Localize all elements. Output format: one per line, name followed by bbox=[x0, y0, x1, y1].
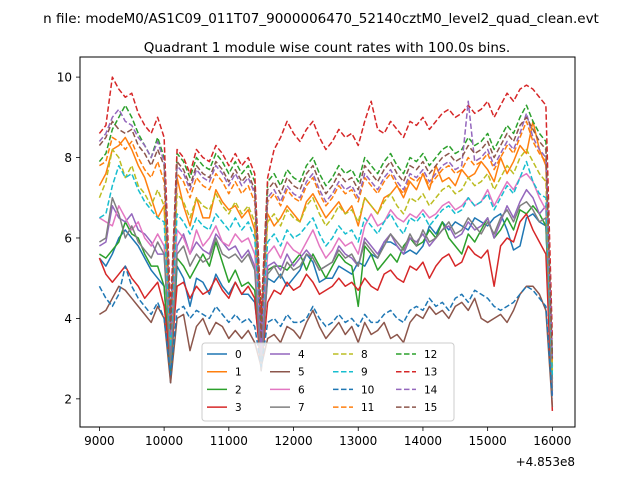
legend-label-5: 5 bbox=[298, 367, 305, 379]
x-tick-label: 14000 bbox=[404, 434, 442, 448]
axis-ticks: 9000 10000 11000 12000 13000 14000 15000 16000 2… bbox=[57, 71, 572, 448]
legend-box bbox=[201, 342, 455, 422]
series-line-5 bbox=[99, 285, 554, 407]
legend-label-7: 7 bbox=[298, 402, 305, 414]
legend-label-1: 1 bbox=[235, 367, 242, 379]
x-tick-label: 13000 bbox=[339, 434, 377, 448]
legend-label-3: 3 bbox=[235, 402, 242, 414]
chart-title: Quadrant 1 module wise count rates with … bbox=[144, 40, 510, 56]
legend-label-14: 14 bbox=[424, 384, 438, 396]
x-tick-label: 9000 bbox=[84, 434, 115, 448]
series-line-9 bbox=[99, 160, 554, 375]
figure-suptitle: n file: modeM0/AS1C09_011T07_9000006470_… bbox=[43, 11, 599, 27]
series-line-7 bbox=[99, 197, 554, 391]
legend-label-15: 15 bbox=[424, 402, 437, 414]
axes-frame bbox=[79, 56, 576, 428]
y-tick-label: 2 bbox=[64, 392, 72, 406]
x-offset-label: +4.853e8 bbox=[516, 455, 575, 469]
legend-label-6: 6 bbox=[298, 384, 305, 396]
x-tick-label: 10000 bbox=[145, 434, 183, 448]
x-tick-label: 11000 bbox=[210, 434, 248, 448]
legend-label-8: 8 bbox=[361, 349, 368, 361]
series-line-10 bbox=[98, 265, 554, 399]
y-tick-label: 8 bbox=[64, 151, 72, 165]
x-tick-label: 16000 bbox=[533, 434, 571, 448]
x-tick-label: 12000 bbox=[274, 434, 312, 448]
legend-label-4: 4 bbox=[298, 349, 305, 361]
series-line-13 bbox=[98, 76, 554, 339]
series-line-3 bbox=[98, 213, 554, 411]
y-tick-label: 10 bbox=[57, 71, 72, 85]
x-tick-label: 15000 bbox=[469, 434, 507, 448]
legend-label-11: 11 bbox=[361, 402, 374, 414]
series-line-6 bbox=[99, 172, 554, 387]
legend-label-0: 0 bbox=[235, 349, 242, 361]
series-line-15 bbox=[98, 116, 554, 359]
legend-label-9: 9 bbox=[361, 367, 368, 379]
legend-label-2: 2 bbox=[235, 384, 242, 396]
plot-area bbox=[98, 76, 554, 411]
legend-label-10: 10 bbox=[361, 384, 374, 396]
y-tick-label: 4 bbox=[64, 312, 72, 326]
y-tick-label: 6 bbox=[64, 231, 72, 245]
legend-label-12: 12 bbox=[424, 349, 437, 361]
legend-label-13: 13 bbox=[424, 367, 437, 379]
